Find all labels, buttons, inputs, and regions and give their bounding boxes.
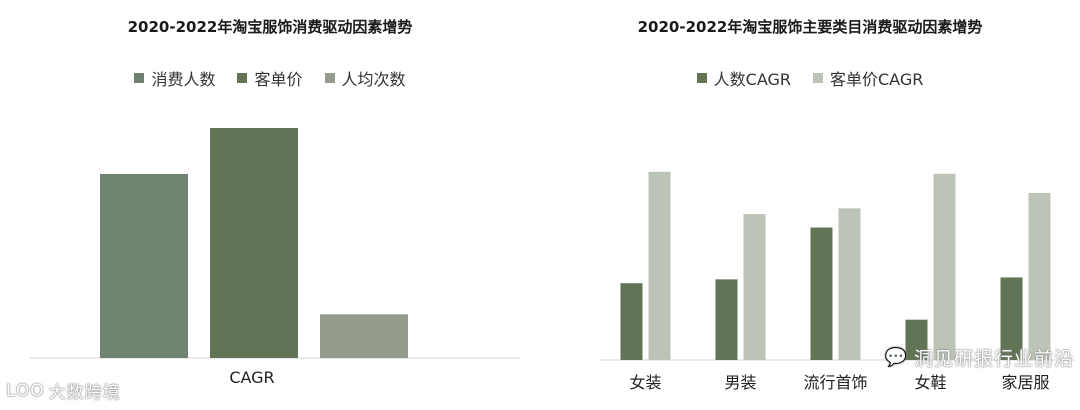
right-chart-panel: 2020-2022年淘宝服饰主要类目消费驱动因素增势 人数CAGR 客单价CAG…	[540, 0, 1080, 410]
right-x-tick-label-0: 女装	[629, 373, 661, 392]
right-bar-1-1	[743, 214, 766, 360]
legend-label-unit-price: 客单价	[254, 70, 303, 89]
legend-swatch-consumers	[134, 73, 145, 83]
legend-swatch-people-cagr	[696, 73, 707, 83]
right-chart-plot: 女装 男装 流行首饰 女鞋 家居服	[600, 171, 1075, 392]
legend-item-unit-price: 客单价	[237, 66, 303, 90]
right-bar-1-0	[715, 279, 738, 360]
left-chart-plot: CAGR	[30, 128, 520, 387]
left-bar-1	[210, 128, 298, 358]
right-x-tick-label-4: 家居服	[1001, 373, 1049, 392]
legend-label-price-cagr: 客单价CAGR	[830, 70, 924, 89]
legend-label-frequency: 人均次数	[341, 70, 406, 89]
right-x-tick-label-2: 流行首饰	[803, 373, 867, 392]
watermark-right: 💬 洞见研报行业前沿	[885, 344, 1074, 371]
legend-item-price-cagr: 客单价CAGR	[813, 66, 923, 90]
left-chart-title: 2020-2022年淘宝服饰消费驱动因素增势	[127, 18, 413, 36]
right-bar-0-1	[648, 171, 671, 360]
legend-label-consumers: 消费人数	[151, 70, 216, 89]
right-bar-2-1	[838, 208, 861, 360]
legend-swatch-unit-price	[237, 73, 248, 83]
legend-label-people-cagr: 人数CAGR	[713, 70, 791, 89]
right-bar-4-0	[1000, 277, 1023, 360]
legend-item-people-cagr: 人数CAGR	[696, 66, 791, 90]
right-bar-0-0	[620, 283, 643, 360]
watermark-logo-icon: LOO	[6, 380, 45, 401]
watermark-left-text: 大数跨境	[48, 383, 121, 403]
legend-item-frequency: 人均次数	[324, 66, 406, 90]
right-bar-3-1	[933, 173, 956, 360]
right-bar-3-0	[905, 319, 928, 360]
left-bar-2	[320, 314, 408, 358]
legend-swatch-price-cagr	[813, 73, 823, 83]
right-legend: 人数CAGR 客单价CAGR	[540, 66, 1080, 90]
watermark-right-text: 洞见研报行业前沿	[913, 348, 1074, 370]
legend-item-consumers: 消费人数	[134, 66, 215, 90]
left-x-tick-label: CAGR	[229, 368, 274, 387]
left-bar-0	[100, 174, 188, 358]
left-chart-panel: 2020-2022年淘宝服饰消费驱动因素增势 消费人数 客单价 人均次数 CAG…	[0, 18, 540, 387]
left-legend: 消费人数 客单价 人均次数	[0, 66, 540, 90]
right-chart-title: 2020-2022年淘宝服饰主要类目消费驱动因素增势	[637, 18, 983, 36]
watermark-left: LOO 大数跨境	[6, 378, 121, 404]
wechat-icon: 💬	[884, 347, 908, 368]
right-x-tick-label-1: 男装	[724, 373, 756, 392]
right-x-tick-label-3: 女鞋	[914, 373, 946, 392]
legend-swatch-frequency	[324, 73, 335, 83]
right-bar-4-1	[1028, 192, 1051, 360]
right-bar-2-0	[810, 227, 833, 360]
